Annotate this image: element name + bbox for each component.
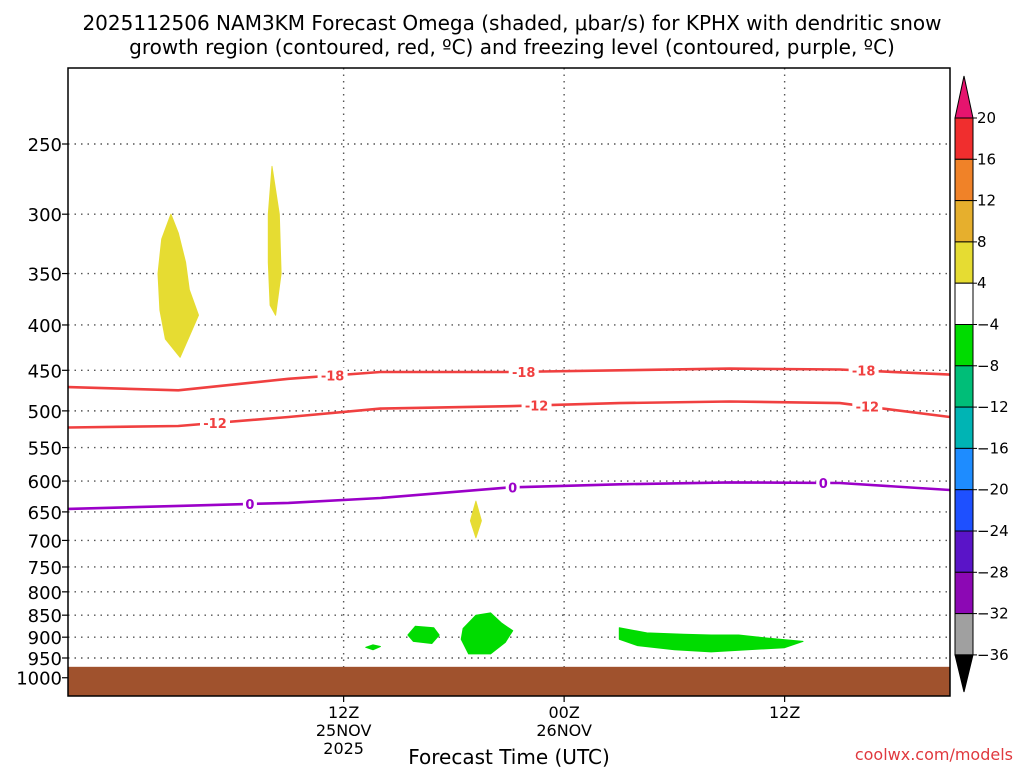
dgz-minus-12-label-bg [200,415,230,432]
dgz-minus-12-label: -12 [525,399,549,414]
colorbar-segment [954,200,974,243]
colorbar-label: −4 [977,316,999,334]
y-tick-label: 650 [28,503,62,524]
freezing-level-0-label-bg [242,495,257,512]
colorbar-label: 20 [977,109,996,127]
colorbar-label: −28 [977,563,1009,581]
omega-neg-2 [407,625,440,644]
colorbar-segment [954,406,974,449]
credit-text: coolwx.com/models [855,745,1013,764]
colorbar-segment [954,117,974,160]
x-tick-label: 12Z [328,703,359,722]
freezing-level-0-label: 0 [508,481,517,496]
dgz-minus-18-label-bg [317,367,348,384]
dgz-minus-12-label-bg [521,397,552,414]
contours: -18 -18 -18 -12 -12 -12 0 0 0 [68,362,950,513]
dgz-minus-12-label: -12 [203,417,227,432]
omega-neg-1 [365,644,381,651]
x-tick-date: 26NOV [536,721,592,740]
y-tick-label: 750 [28,558,62,579]
ground [68,666,950,696]
dgz-minus-12-label-bg [852,398,883,415]
y-tick-label: 450 [28,361,62,382]
colorbar-cap-bottom [954,654,974,693]
colorbar-segment [954,324,974,367]
colorbar-segment [954,158,974,202]
y-tick-label: 700 [28,531,62,552]
plot-background [68,68,950,696]
colorbar: 20 16 12 8 4 −4 −8 −12 −16 −20 −24 −28 −32 −36 [954,75,1009,693]
colorbar-segment [954,447,974,491]
colorbar-segment [954,530,974,573]
colorbar-label: 4 [977,274,987,292]
colorbar-label: 16 [977,150,996,168]
y-tick-label: 900 [28,628,62,649]
y-axis: 2503003504004505005506006507007508008509… [16,135,68,690]
freezing-level-0-label-bg [505,479,520,496]
colorbar-cap-top [954,75,974,119]
x-axis-label: Forecast Time (UTC) [408,745,610,768]
colorbar-segment [954,365,974,408]
x-tick-date: 25NOV [316,721,372,740]
omega-pos-1 [157,213,199,358]
y-tick-label: 350 [28,265,62,286]
x-tick-year: 2025 [323,739,364,758]
y-tick-label: 300 [28,205,62,226]
y-tick-label: 1000 [16,669,62,690]
colorbar-label: −24 [977,522,1009,540]
dgz-minus-12-label: -12 [856,401,880,416]
colorbar-label: −32 [977,605,1009,623]
freezing-level-0-label: 0 [245,498,254,513]
y-tick-label: 850 [28,606,62,627]
y-tick-label: 500 [28,402,62,423]
colorbar-label: 8 [977,233,987,251]
colorbar-segment [954,282,974,326]
dgz-minus-18-label: -18 [852,365,876,380]
colorbar-label: −8 [977,357,999,375]
y-tick-label: 400 [28,316,62,337]
y-tick-label: 250 [28,135,62,156]
omega-pos-3 [469,500,482,539]
omega-shading [157,165,804,655]
colorbar-segment [954,613,974,656]
dgz-minus-18-label: -18 [321,370,345,385]
colorbar-label: −12 [977,398,1009,416]
dgz-minus-18-label-bg [848,362,879,379]
dgz-minus-18-label: -18 [512,366,536,381]
colorbar-segment [954,489,974,532]
y-tick-label: 950 [28,649,62,670]
y-tick-label: 600 [28,472,62,493]
omega-neg-4 [618,627,804,653]
colorbar-label: 12 [977,192,996,210]
dgz-minus-18-label-bg [508,363,539,380]
colorbar-label: −20 [977,481,1009,499]
y-tick-label: 800 [28,583,62,604]
chart-title-line2: growth region (contoured, red, ºC) and f… [129,35,895,59]
colorbar-label: −36 [977,646,1009,664]
colorbar-segment [954,241,974,284]
ground-fill [68,666,950,696]
chart-title-line1: 2025112506 NAM3KM Forecast Omega (shaded… [82,11,941,35]
omega-pos-2 [267,165,282,316]
plot-frame [67,67,951,697]
freezing-level-0-label: 0 [819,477,828,492]
x-tick-label: 00Z [548,703,579,722]
y-tick-label: 550 [28,439,62,460]
omega-neg-3 [460,612,514,655]
x-tick-label: 12Z [769,703,800,722]
colorbar-label: −16 [977,439,1009,457]
colorbar-segment [954,571,974,615]
freezing-level-0-label-bg [816,474,831,491]
